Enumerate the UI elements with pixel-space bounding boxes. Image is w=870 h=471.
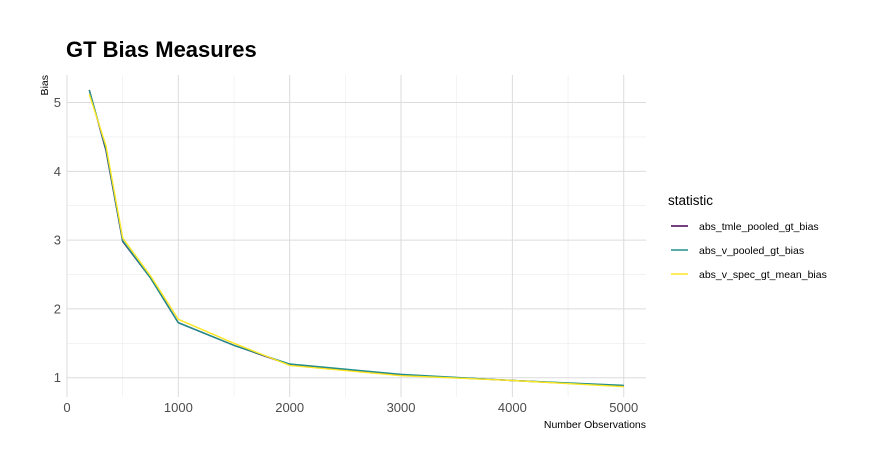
series-line: [88, 89, 624, 387]
y-tick-label: 2: [54, 301, 61, 316]
y-tick-labels: 1 2 3 4 5: [54, 95, 61, 385]
x-tick-label: 1000: [164, 400, 193, 415]
x-tick-label: 2000: [275, 400, 304, 415]
x-tick-label: 4000: [498, 400, 527, 415]
legend-label: abs_v_spec_gt_mean_bias: [699, 269, 827, 281]
y-tick-label: 5: [54, 95, 61, 110]
legend-title: statistic: [668, 193, 713, 208]
legend: statistic abs_tmle_pooled_gt_bias abs_v_p…: [668, 193, 827, 281]
y-tick-label: 3: [54, 233, 61, 248]
y-axis-label: Bias: [39, 75, 51, 95]
grid: [66, 75, 646, 397]
legend-label: abs_tmle_pooled_gt_bias: [699, 221, 819, 233]
x-tick-labels: 0 1000 2000 3000 4000 5000: [63, 400, 638, 415]
series-lines: [88, 89, 624, 388]
x-tick-label: 5000: [609, 400, 638, 415]
x-tick-label: 0: [63, 400, 70, 415]
legend-label: abs_v_pooled_gt_bias: [699, 245, 804, 257]
series-line: [88, 89, 624, 386]
x-tick-label: 3000: [387, 400, 416, 415]
y-tick-label: 1: [54, 370, 61, 385]
chart-title: GT Bias Measures: [66, 37, 257, 62]
series-line: [88, 94, 624, 388]
y-tick-label: 4: [54, 164, 61, 179]
x-axis-label: Number Observations: [544, 419, 646, 431]
